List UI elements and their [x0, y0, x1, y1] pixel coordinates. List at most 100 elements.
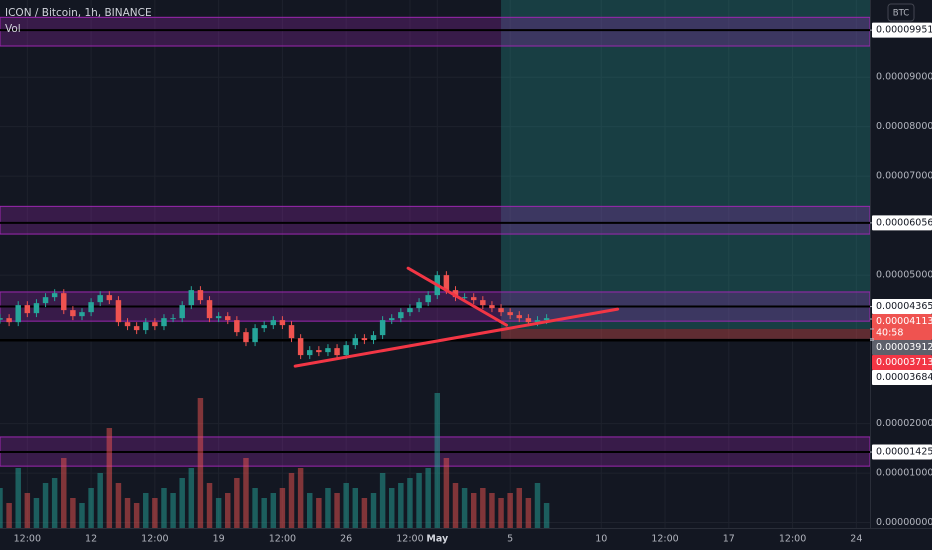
candle-body [370, 335, 377, 341]
candle-body [124, 322, 131, 327]
candle-body [179, 305, 185, 319]
volume-bar [379, 473, 386, 528]
candle-body [334, 348, 340, 356]
candle-body [297, 338, 304, 356]
candle-body [543, 318, 550, 321]
candle-body [15, 305, 21, 323]
x-tick-label: 12 [85, 534, 97, 545]
candle-body [452, 290, 459, 298]
x-tick-label: 12:00 [396, 534, 423, 545]
candle-body [461, 297, 468, 299]
volume-bar [225, 493, 231, 528]
volume-bar [398, 483, 404, 528]
plot-area [0, 0, 870, 528]
candle-body [398, 312, 404, 319]
volume-bar [261, 498, 267, 528]
y-tick-label: 0.00002000 [876, 418, 932, 429]
price-badge [872, 299, 932, 315]
volume-bar [352, 488, 359, 528]
volume-bar [133, 503, 140, 528]
candle-body [197, 290, 204, 301]
currency-label[interactable]: BTC [893, 9, 910, 19]
candle-body [188, 290, 195, 306]
candle-body [534, 320, 541, 323]
candle-body [61, 293, 67, 311]
candle-body [215, 316, 222, 319]
candle-body [152, 322, 158, 327]
volume-bar [88, 488, 94, 528]
candle-body [416, 302, 422, 309]
x-tick-label: 24 [850, 534, 862, 545]
currency-button[interactable] [887, 3, 915, 22]
price-label: 0.00009951 [876, 25, 932, 36]
volume-bar [42, 483, 49, 528]
candle-body [42, 297, 49, 304]
y-tick-label: 0.00007000 [876, 171, 932, 182]
candle-body [0, 318, 3, 320]
candle-body [88, 302, 94, 313]
countdown: 40:58 [876, 328, 903, 339]
price-label: 0.00003912 [876, 342, 932, 353]
volume-bar [489, 493, 495, 528]
volume-bar [343, 483, 349, 528]
price-badge [872, 370, 932, 386]
volume-bar [0, 488, 3, 528]
candle-body [316, 350, 322, 353]
volume-bar [416, 473, 422, 528]
price-badge [872, 355, 932, 371]
candle-body [407, 308, 413, 313]
candle-body [470, 297, 477, 301]
price-label: 0.00003713 [876, 357, 932, 368]
volume-bar [507, 493, 513, 528]
candle-body [480, 300, 486, 306]
volume-bar [15, 468, 21, 528]
volume-bar [288, 473, 295, 528]
volume-bar [61, 458, 67, 528]
candle-body [516, 315, 522, 319]
price-badge [872, 314, 932, 341]
candle-body [133, 326, 140, 331]
volume-bar [461, 488, 468, 528]
candle-body [206, 300, 213, 319]
volume-bar [51, 478, 58, 528]
volume-bar [425, 468, 431, 528]
volume-bar [70, 498, 76, 528]
candle-body [143, 322, 149, 331]
y-tick-label: 0.00000000 [876, 517, 932, 528]
candle-body [170, 318, 176, 320]
trend-line [293, 307, 620, 368]
loss-zone [501, 328, 870, 339]
candle-body [307, 350, 313, 356]
volume-bar [161, 488, 167, 528]
candle-body [288, 325, 295, 339]
candle-body [234, 320, 240, 333]
volume-bar [124, 498, 131, 528]
price-label: 0.00004365 [876, 301, 932, 312]
x-tick-label: 12:00 [141, 534, 168, 545]
volume-bar [443, 458, 450, 528]
volume-bar [143, 493, 149, 528]
volume-bar [252, 488, 258, 528]
x-tick-label: 19 [213, 534, 225, 545]
candle-body [106, 295, 113, 301]
x-tick-label: 10 [595, 534, 607, 545]
volume-bar [24, 493, 31, 528]
candle-body [161, 318, 167, 327]
candle-body [243, 332, 249, 343]
candle-body [70, 310, 76, 317]
candle-body [261, 325, 267, 329]
candle-body [225, 316, 231, 321]
volume-bar [543, 503, 550, 528]
volume-bar [534, 483, 541, 528]
volume-bar [279, 488, 286, 528]
price-badge [872, 340, 932, 356]
candle-body [379, 320, 386, 336]
candle-body [425, 295, 431, 303]
candle-body [252, 328, 258, 343]
price-label: 0.00006056 [876, 217, 932, 228]
price-badge [872, 444, 932, 460]
volume-bar [215, 498, 222, 528]
candle-body [6, 318, 12, 323]
candle-body [489, 305, 495, 309]
